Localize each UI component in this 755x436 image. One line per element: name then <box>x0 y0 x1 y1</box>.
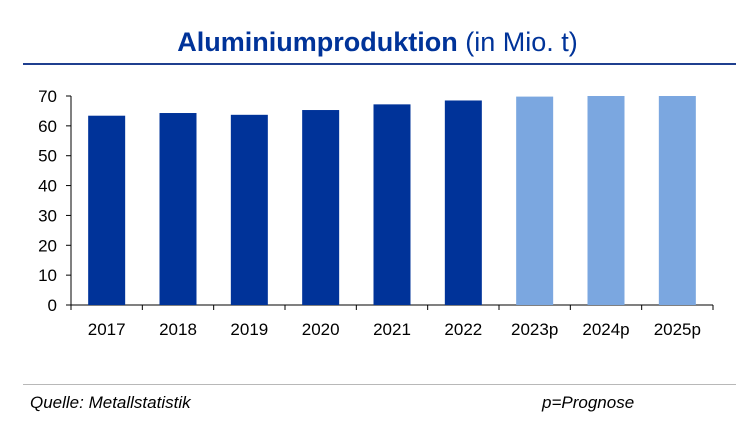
y-axis-ticks: 0 10 20 30 40 50 60 70 <box>38 87 71 315</box>
y-tick-label: 40 <box>38 177 57 196</box>
forecast-note: p=Prognose <box>542 393 635 412</box>
x-tick-label: 2025p <box>654 320 701 339</box>
x-tick-label: 2022 <box>444 320 482 339</box>
bar-2017 <box>88 115 126 305</box>
x-tick-label: 2023p <box>511 320 558 339</box>
chart-title: Aluminiumproduktion (in Mio. t) <box>0 27 755 58</box>
bar-2023p <box>516 96 554 306</box>
x-tick-label: 2018 <box>159 320 197 339</box>
bar-2019 <box>230 114 268 305</box>
bar-2025p <box>658 96 696 305</box>
x-tick-label: 2021 <box>373 320 411 339</box>
y-tick-label: 20 <box>38 236 57 255</box>
chart-title-unit: (in Mio. t) <box>465 27 578 57</box>
bar-2021 <box>373 104 411 305</box>
bar-2024p <box>587 96 625 305</box>
y-tick-label: 50 <box>38 147 57 166</box>
source-note: Quelle: Metallstatistik <box>30 393 191 412</box>
bar-2020 <box>302 110 340 305</box>
footer-divider <box>23 384 736 385</box>
bar-2022 <box>444 100 482 305</box>
y-tick-label: 70 <box>38 87 57 106</box>
x-tick-label: 2020 <box>302 320 340 339</box>
y-tick-label: 30 <box>38 206 57 225</box>
x-tick-label: 2017 <box>88 320 126 339</box>
bar-2018 <box>159 113 197 305</box>
y-tick-label: 60 <box>38 117 57 136</box>
y-tick-label: 0 <box>48 296 57 315</box>
title-divider <box>23 63 736 65</box>
x-axis-labels: 2017 2018 2019 2020 2021 2022 2023p 2024p 2025p <box>88 320 701 339</box>
chart-title-main: Aluminiumproduktion <box>177 27 458 57</box>
bar-chart: 0 10 20 30 40 50 60 70 2017 2018 2019 2020 2021 2022… <box>38 87 714 339</box>
x-tick-label: 2019 <box>230 320 268 339</box>
chart-bars <box>88 96 696 306</box>
x-tick-label: 2024p <box>582 320 629 339</box>
y-tick-label: 10 <box>38 266 57 285</box>
